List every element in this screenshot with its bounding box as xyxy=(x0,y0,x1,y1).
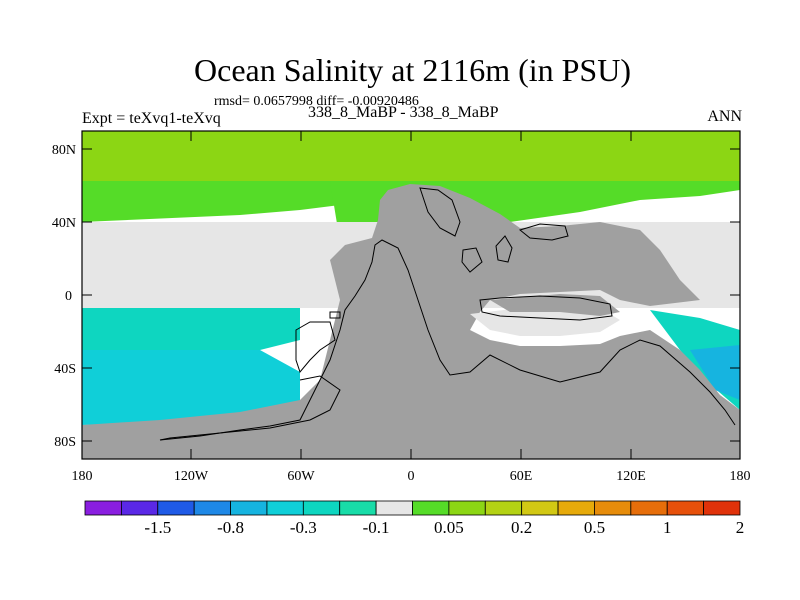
southern-ocean-band xyxy=(82,350,300,425)
south-indian-cyan xyxy=(690,345,740,400)
lon-ticks xyxy=(190,131,632,459)
colorbar-swatch-5 xyxy=(266,500,304,516)
colorbar-swatch-10 xyxy=(448,500,486,516)
lon-label-60e: 60E xyxy=(510,469,533,484)
colorbar-label-2: -0.3 xyxy=(290,518,317,537)
colorbar-swatch-6 xyxy=(302,500,341,516)
colorbar-swatch-17 xyxy=(703,500,741,516)
lat-label-80n: 80N xyxy=(52,143,76,158)
colorbar-swatch-11 xyxy=(484,500,523,516)
rmsd-diff-stats: rmsd= 0.0657998 diff= -0.00920486 xyxy=(214,94,419,109)
lon-label-0: 0 xyxy=(408,469,415,484)
colorbar-label-8: 2 xyxy=(736,518,745,537)
lon-label-120e: 120E xyxy=(616,469,646,484)
lon-label-120w: 120W xyxy=(174,469,209,484)
lat-ticks xyxy=(82,148,740,442)
colorbar-swatch-14 xyxy=(594,500,632,516)
colorbar-label-3: -0.1 xyxy=(363,518,390,537)
colorbar-label-1: -0.8 xyxy=(217,518,244,537)
season-label: ANN xyxy=(707,108,742,125)
colorbar-label-5: 0.2 xyxy=(511,518,532,537)
colorbar-label-0: -1.5 xyxy=(144,518,171,537)
plot-title: Ocean Salinity at 2116m (in PSU) xyxy=(194,52,631,88)
colorbar-swatch-2 xyxy=(157,500,195,516)
colorbar-swatch-12 xyxy=(521,500,559,516)
colorbar-labels: -1.5 -0.8 -0.3 -0.1 0.05 0.2 0.5 1 2 xyxy=(144,518,744,537)
lat-label-80s: 80S xyxy=(54,435,76,450)
case-label: 338_8_MaBP - 338_8_MaBP xyxy=(308,104,499,121)
experiment-label: Expt = teXvq1-teXvq xyxy=(82,110,221,127)
colorbar-swatch-1 xyxy=(120,500,159,516)
lat-label-0: 0 xyxy=(65,289,72,304)
colorbar-swatch-13 xyxy=(557,500,595,516)
colorbar xyxy=(84,500,741,516)
colorbar-swatch-15 xyxy=(630,500,668,516)
colorbar-label-6: 0.5 xyxy=(584,518,605,537)
colorbar-swatch-4 xyxy=(230,500,268,516)
lat-label-40n: 40N xyxy=(52,216,76,231)
colorbar-swatch-16 xyxy=(666,500,705,516)
colorbar-swatch-7 xyxy=(339,500,377,516)
south-pacific-band xyxy=(82,308,300,350)
colorbar-label-7: 1 xyxy=(663,518,672,537)
colorbar-swatch-9 xyxy=(412,500,450,516)
lon-label-180e: 180 xyxy=(730,469,751,484)
colorbar-swatch-8 xyxy=(375,500,413,516)
lat-label-40s: 40S xyxy=(54,362,76,377)
lon-label-180w: 180 xyxy=(72,469,93,484)
lon-label-60w: 60W xyxy=(287,469,315,484)
coastline-contours xyxy=(159,187,736,441)
north-pacific-band xyxy=(82,181,340,222)
colorbar-label-4: 0.05 xyxy=(434,518,464,537)
colorbar-swatch-3 xyxy=(193,500,231,516)
map-field xyxy=(82,131,740,459)
land-main xyxy=(82,184,740,459)
colorbar-swatch-0 xyxy=(84,500,122,516)
